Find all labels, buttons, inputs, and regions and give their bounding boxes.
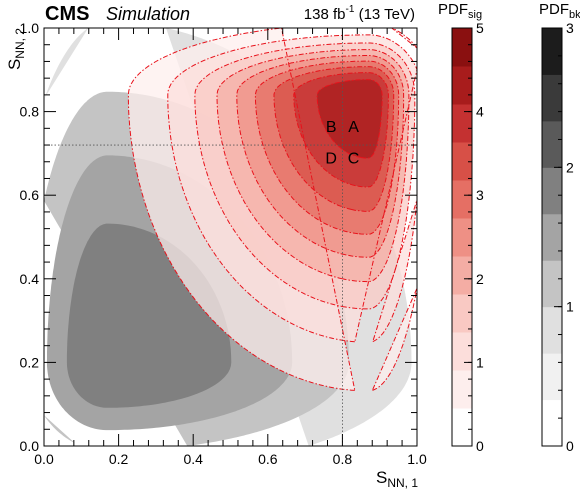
x-axis-title: SNN, 1 — [376, 468, 418, 490]
signal-contour-line — [273, 66, 395, 212]
signal-contour-line — [254, 60, 400, 235]
y-tick-label: 0.4 — [20, 271, 40, 287]
signal-colorbar-segment — [452, 408, 472, 447]
region-label-d: D — [325, 151, 337, 168]
x-tick-label: 0.4 — [183, 451, 203, 467]
y-tick-label: 0.6 — [20, 187, 40, 203]
signal-colorbar-segment — [452, 66, 472, 105]
background-colorbar-tick-label: 2 — [566, 159, 574, 175]
signal-colorbar-tick-label: 1 — [476, 354, 484, 370]
background-colorbar-segment — [542, 399, 562, 447]
signal-colorbar-tick-label: 4 — [476, 104, 484, 120]
x-tick-label: 0.2 — [109, 451, 129, 467]
signal-level-band — [317, 79, 383, 159]
signal-contour-line — [316, 79, 383, 159]
region-label-c: C — [348, 151, 360, 168]
x-tick-label: 0.8 — [333, 451, 353, 467]
signal-colorbar-segment — [452, 142, 472, 181]
background-colorbar-frame — [541, 27, 563, 447]
background-colorbar-segment — [542, 213, 562, 261]
signal-colorbar-segment — [452, 256, 472, 295]
background-colorbar-segment — [542, 260, 562, 308]
simulation-label: Simulation — [106, 4, 190, 24]
signal-colorbar-tick-label: 3 — [476, 187, 484, 203]
y-tick-label: 1.0 — [20, 20, 40, 36]
background-colorbar: 0 1 2 3 — [541, 20, 574, 454]
signal-colorbar-segment — [452, 218, 472, 257]
signal-colorbar-segment — [452, 28, 472, 67]
background-colorbar-segment — [542, 167, 562, 215]
background-colorbar-segment — [542, 353, 562, 401]
background-colorbar-segment — [542, 28, 562, 75]
background-colorbar-segment — [542, 306, 562, 354]
background-colorbar-segment — [542, 120, 562, 168]
y-axis-title: SNN, 2 — [5, 28, 27, 70]
y-tick-label: 0.8 — [20, 104, 40, 120]
signal-colorbar-segment — [452, 332, 472, 371]
signal-contour-line — [127, 28, 417, 392]
signal-colorbar-segment — [452, 104, 472, 143]
region-label-a: A — [348, 119, 359, 136]
signal-colorbar-frame — [451, 27, 473, 447]
signal-contour-line — [216, 49, 410, 283]
signal-colorbar-tick-label: 5 — [476, 20, 484, 36]
signal-contour-line — [293, 72, 389, 188]
background-colorbar-segment — [542, 74, 562, 122]
signal-colorbar-tick-label: 0 — [476, 438, 484, 454]
region-label-b: B — [326, 119, 337, 136]
lumi-label: 138 fb-1 (13 TeV) — [304, 4, 415, 23]
signal-contour-line — [194, 42, 416, 310]
x-tick-label: 0.0 — [34, 451, 54, 467]
x-tick-label: 1.0 — [407, 451, 427, 467]
background-colorbar-title: PDFbkg — [539, 1, 580, 21]
signal-colorbar-segment — [452, 294, 472, 333]
axes: 0.00.0 0.2 0.2 0.4 0.4 0.6 0.6 0.8 0.8 1.0 1.0 — [20, 20, 427, 467]
signal-colorbar-segment — [452, 180, 472, 219]
signal-colorbar-tick-label: 2 — [476, 271, 484, 287]
signal-pdf-contours — [127, 28, 417, 392]
signal-contour-line — [167, 34, 417, 343]
signal-colorbar-title: PDFsig — [438, 1, 482, 21]
background-colorbar-tick-label: 0 — [566, 438, 574, 454]
signal-colorbar: 0 1 2 3 4 5 — [451, 20, 484, 454]
background-colorbar-tick-label: 3 — [566, 20, 574, 36]
signal-contour-line — [236, 55, 405, 258]
plot-frame — [43, 27, 418, 447]
signal-colorbar-segment — [452, 370, 472, 409]
cms-label: CMS — [45, 3, 89, 25]
y-tick-label: 0.0 — [20, 438, 40, 454]
background-colorbar-tick-label: 1 — [566, 299, 574, 315]
signal-pdf-fills — [128, 28, 417, 391]
y-tick-label: 0.2 — [20, 354, 40, 370]
x-tick-label: 0.6 — [258, 451, 278, 467]
